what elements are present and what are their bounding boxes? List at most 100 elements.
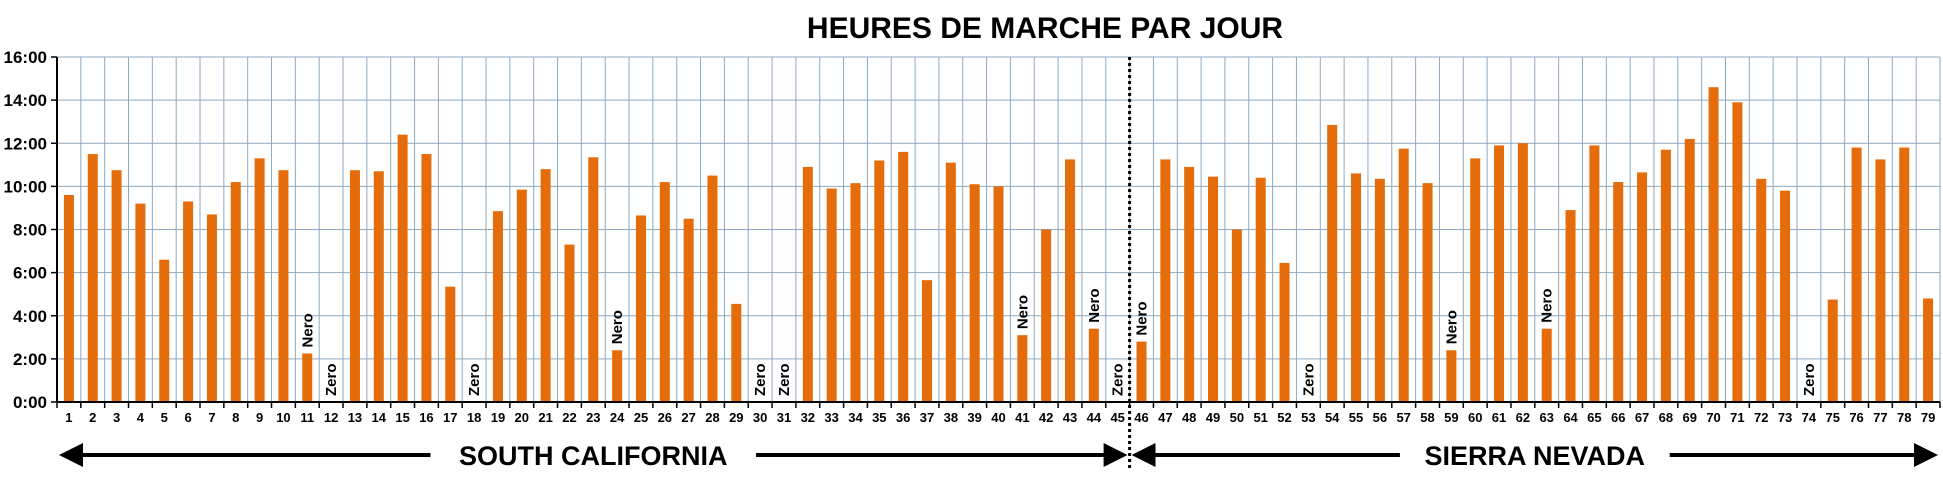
x-tick-label: 11 xyxy=(300,410,314,425)
bar-day-42 xyxy=(1041,229,1052,402)
x-tick-label: 31 xyxy=(777,410,791,425)
x-tick-label: 67 xyxy=(1635,410,1649,425)
region-label: SIERRA NEVADA xyxy=(1425,441,1646,471)
y-tick-label: 12:00 xyxy=(4,134,47,153)
x-tick-label: 45 xyxy=(1110,410,1124,425)
gridlines xyxy=(56,56,1941,403)
y-tick-label: 8:00 xyxy=(13,221,47,240)
x-tick-label: 29 xyxy=(729,410,743,425)
y-tick-label: 10:00 xyxy=(4,177,47,196)
bar-day-55 xyxy=(1351,173,1362,402)
bar-day-13 xyxy=(349,170,360,402)
x-tick-label: 79 xyxy=(1921,410,1935,425)
x-tick-label: 7 xyxy=(208,410,215,425)
annotation-zero: Zero xyxy=(752,363,769,396)
annotation-zero: Zero xyxy=(776,363,793,396)
x-tick-label: 63 xyxy=(1539,410,1553,425)
bar-day-66 xyxy=(1613,182,1624,402)
x-tick-label: 3 xyxy=(113,410,120,425)
annotation-zero: Zero xyxy=(466,363,483,396)
x-tick-label: 51 xyxy=(1253,410,1267,425)
x-tick-label: 68 xyxy=(1659,410,1673,425)
bar-day-11 xyxy=(302,353,313,402)
x-tick-label: 47 xyxy=(1158,410,1172,425)
x-tick-label: 70 xyxy=(1706,410,1720,425)
bar-day-1 xyxy=(63,195,74,402)
x-tick-label: 4 xyxy=(137,410,145,425)
x-tick-label: 25 xyxy=(634,410,648,425)
bar-day-73 xyxy=(1780,190,1791,402)
bar-day-71 xyxy=(1732,102,1743,402)
bar-day-68 xyxy=(1660,149,1671,402)
x-tick-label: 24 xyxy=(610,410,625,425)
bars xyxy=(63,87,1934,402)
x-tick-label: 52 xyxy=(1277,410,1291,425)
bar-day-60 xyxy=(1470,158,1481,402)
bar-day-50 xyxy=(1231,229,1242,402)
x-tick-label: 46 xyxy=(1134,410,1148,425)
x-tick-label: 17 xyxy=(443,410,457,425)
bar-day-63 xyxy=(1541,328,1552,402)
x-tick-label: 13 xyxy=(348,410,362,425)
bar-day-64 xyxy=(1565,210,1576,402)
bar-day-26 xyxy=(659,182,670,402)
bar-day-52 xyxy=(1279,262,1290,402)
annotation-nero: Nero xyxy=(1443,310,1460,344)
x-tick-label: 6 xyxy=(184,410,191,425)
bar-day-41 xyxy=(1017,335,1028,402)
bar-day-47 xyxy=(1160,159,1171,402)
x-tick-label: 71 xyxy=(1730,410,1744,425)
x-tick-label: 74 xyxy=(1802,410,1817,425)
x-tick-label: 28 xyxy=(705,410,719,425)
bar-day-56 xyxy=(1374,178,1385,402)
bar-day-70 xyxy=(1708,87,1719,402)
bar-day-37 xyxy=(921,280,932,402)
bar-day-59 xyxy=(1446,350,1457,402)
x-tick-label: 54 xyxy=(1325,410,1340,425)
annotation-zero: Zero xyxy=(1801,363,1818,396)
x-tick-label: 41 xyxy=(1015,410,1029,425)
annotation-nero: Nero xyxy=(609,310,626,344)
bar-day-23 xyxy=(588,157,599,402)
bar-day-57 xyxy=(1398,148,1409,402)
bar-day-67 xyxy=(1637,172,1648,402)
y-tick-label: 14:00 xyxy=(4,91,47,110)
x-tick-label: 14 xyxy=(372,410,387,425)
bar-day-65 xyxy=(1589,145,1600,402)
x-tick-label: 53 xyxy=(1301,410,1315,425)
x-tick-label: 30 xyxy=(753,410,767,425)
x-tick-label: 22 xyxy=(562,410,576,425)
x-tick-label: 77 xyxy=(1873,410,1887,425)
x-tick-label: 21 xyxy=(538,410,552,425)
x-tick-label: 60 xyxy=(1468,410,1482,425)
bar-day-43 xyxy=(1065,159,1076,402)
x-tick-label: 38 xyxy=(944,410,958,425)
x-tick-label: 65 xyxy=(1587,410,1601,425)
bar-day-3 xyxy=(111,170,122,402)
bar-day-32 xyxy=(802,166,813,402)
annotation-zero: Zero xyxy=(1110,363,1127,396)
bar-day-75 xyxy=(1827,299,1838,402)
x-tick-label: 42 xyxy=(1039,410,1053,425)
bar-day-22 xyxy=(564,244,575,402)
bar-day-79 xyxy=(1923,298,1934,402)
bar-day-76 xyxy=(1851,147,1862,402)
y-tick-labels: 0:00 2:00 4:00 6:00 8:00 10:00 12:00 14:00 16:00 xyxy=(4,48,47,412)
region-labels: SOUTH CALIFORNIA SIERRA NEVADA xyxy=(59,441,1938,471)
bar-day-77 xyxy=(1875,159,1886,402)
x-tick-label: 55 xyxy=(1349,410,1363,425)
bar-day-54 xyxy=(1327,124,1338,402)
bar-day-14 xyxy=(373,171,384,402)
x-tick-label: 76 xyxy=(1849,410,1863,425)
bar-day-16 xyxy=(421,154,432,402)
x-tick-label: 5 xyxy=(161,410,168,425)
x-tick-label: 64 xyxy=(1563,410,1578,425)
x-tick-label: 58 xyxy=(1420,410,1434,425)
chart-title: HEURES DE MARCHE PAR JOUR xyxy=(807,12,1283,45)
bar-day-7 xyxy=(206,214,217,402)
annotation-zero: Zero xyxy=(1300,363,1317,396)
y-tick-label: 0:00 xyxy=(13,393,47,412)
bar-day-19 xyxy=(492,211,503,402)
x-tick-label: 1 xyxy=(65,410,72,425)
bar-day-17 xyxy=(445,286,456,402)
